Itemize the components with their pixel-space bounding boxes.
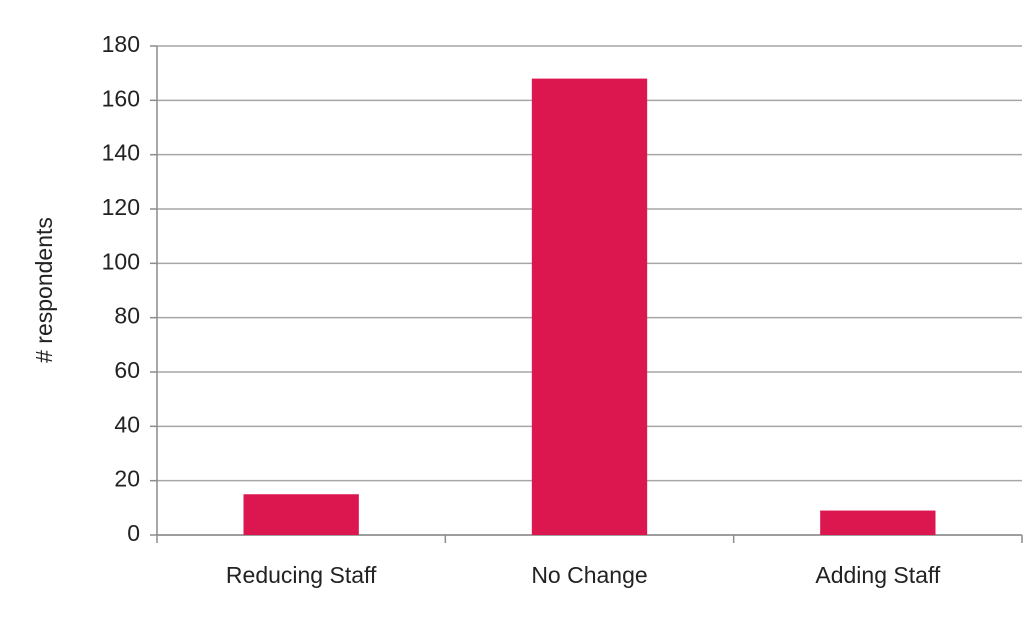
bar bbox=[820, 510, 936, 535]
y-tick-label: 60 bbox=[114, 357, 140, 383]
bar bbox=[531, 78, 648, 535]
x-tick-label: Adding Staff bbox=[815, 562, 941, 588]
x-tick-label: Reducing Staff bbox=[226, 562, 377, 588]
y-tick-label: 0 bbox=[127, 520, 140, 546]
y-tick-label: 80 bbox=[114, 303, 140, 329]
y-tick-label: 20 bbox=[114, 466, 140, 492]
y-tick-label: 40 bbox=[114, 411, 140, 437]
y-tick-label: 180 bbox=[102, 31, 140, 57]
y-tick-label: 160 bbox=[102, 85, 140, 111]
bar bbox=[243, 494, 359, 535]
y-tick-label: 120 bbox=[102, 194, 140, 220]
y-axis-title: # respondents bbox=[31, 217, 57, 363]
y-tick-label: 140 bbox=[102, 140, 140, 166]
y-tick-label: 100 bbox=[102, 248, 140, 274]
x-tick-label: No Change bbox=[531, 562, 647, 588]
